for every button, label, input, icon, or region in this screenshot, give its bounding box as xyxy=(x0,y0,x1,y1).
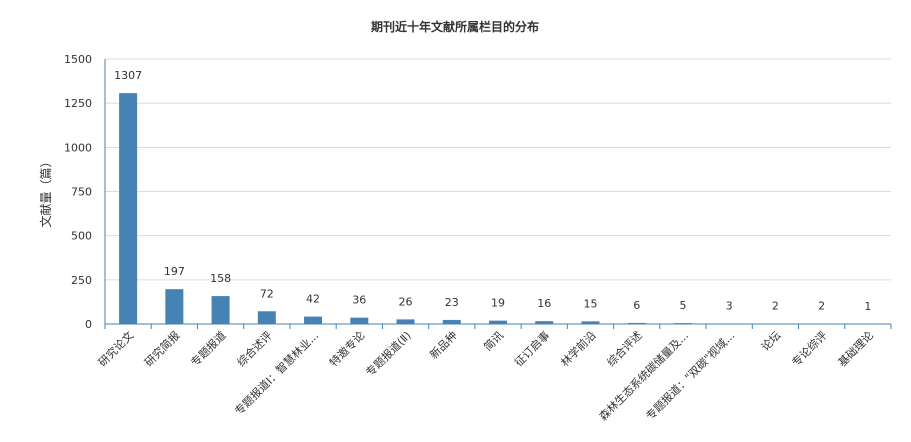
y-tick-label: 500 xyxy=(71,230,92,243)
x-tick-label: 综合述评 xyxy=(234,328,275,369)
bar[interactable] xyxy=(304,316,323,324)
data-label: 3 xyxy=(726,299,733,312)
x-tick-label: 征订启事 xyxy=(512,329,552,369)
y-tick-label: 750 xyxy=(71,186,92,199)
bar[interactable] xyxy=(350,317,369,324)
y-tick-label: 250 xyxy=(71,274,92,287)
bars xyxy=(119,93,877,325)
x-tick-label: 专题报道(Ⅱ) xyxy=(363,328,414,379)
bar[interactable] xyxy=(165,289,184,324)
data-label: 26 xyxy=(399,295,413,308)
x-tick-label: 专题报道Ⅰ：智慧林业... xyxy=(232,328,322,418)
y-tick-label: 1500 xyxy=(64,53,92,66)
y-tick-label: 1250 xyxy=(64,97,92,110)
x-tick-label: 研究简报 xyxy=(141,328,182,369)
data-label: 42 xyxy=(306,293,320,306)
x-tick-label: 基础理论 xyxy=(835,328,876,369)
x-tick-label: 研究论文 xyxy=(95,328,136,369)
bar[interactable] xyxy=(119,93,138,324)
bar[interactable] xyxy=(535,321,554,324)
data-label: 2 xyxy=(818,300,825,313)
data-label: 1 xyxy=(864,300,871,313)
bar[interactable] xyxy=(442,319,461,324)
data-label: 72 xyxy=(260,287,274,300)
data-label: 197 xyxy=(164,265,185,278)
x-tick-label: 森林生态系统碳储量及... xyxy=(596,328,691,423)
x-tick-label: 专论综评 xyxy=(789,328,830,369)
bar[interactable] xyxy=(489,320,507,324)
data-label: 158 xyxy=(210,272,231,285)
data-label: 5 xyxy=(679,299,686,312)
gridlines xyxy=(105,58,891,281)
x-tick-label: 论坛 xyxy=(758,328,783,353)
bar[interactable] xyxy=(581,321,600,324)
data-label: 16 xyxy=(537,297,551,310)
x-tick-label: 专题报道："双碳"视域... xyxy=(643,328,737,422)
data-label: 36 xyxy=(352,294,366,307)
chart-title: 期刊近十年文献所属栏目的分布 xyxy=(371,19,539,34)
bar[interactable] xyxy=(257,311,276,324)
x-tick-label: 综合评述 xyxy=(604,328,645,369)
x-tick-label: 简讯 xyxy=(481,328,506,353)
y-axis-label: 文献量（篇） xyxy=(38,155,53,227)
bar[interactable] xyxy=(396,319,415,324)
data-label: 1307 xyxy=(114,69,142,82)
data-label: 19 xyxy=(491,297,505,310)
x-tick-label: 专题报道 xyxy=(188,328,229,369)
data-label: 2 xyxy=(772,300,779,313)
y-tick-label: 0 xyxy=(85,318,92,331)
y-tick-label: 1000 xyxy=(64,141,92,154)
bar[interactable] xyxy=(211,296,230,324)
data-label: 6 xyxy=(633,299,640,312)
x-tick-label: 新品种 xyxy=(427,328,460,361)
data-labels: 1307 197 158 72 42 36 26 23 19 16 15 6 5 3 2 2 1 xyxy=(114,69,871,313)
x-tick-label: 特邀专论 xyxy=(326,328,367,369)
data-label: 23 xyxy=(445,296,459,309)
x-tick-label: 林学前沿 xyxy=(558,328,599,369)
bar[interactable] xyxy=(627,322,646,324)
data-label: 15 xyxy=(583,297,597,310)
